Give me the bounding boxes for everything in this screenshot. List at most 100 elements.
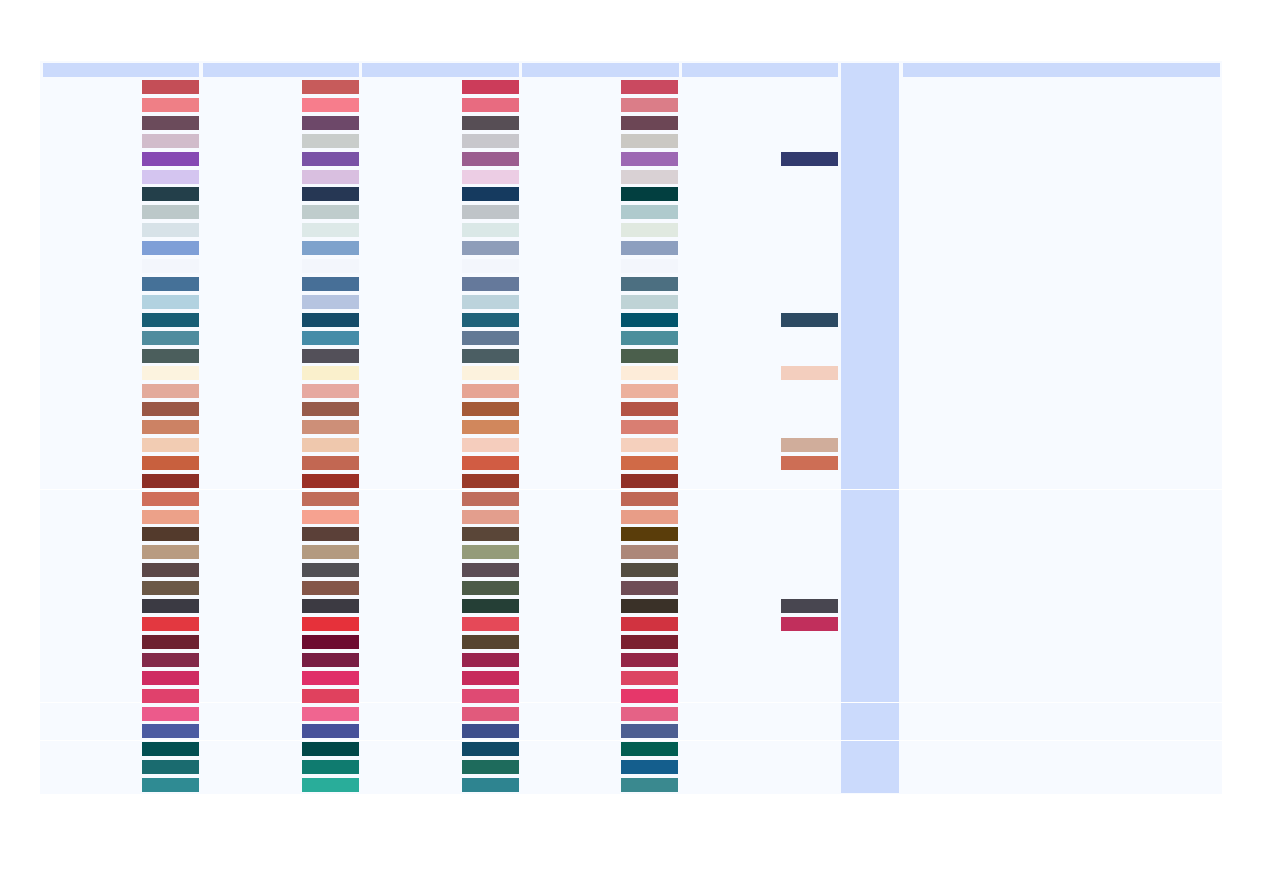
color-swatch[interactable] — [462, 187, 519, 201]
color-swatch[interactable] — [462, 545, 519, 559]
color-swatch[interactable] — [462, 635, 519, 649]
color-swatch[interactable] — [462, 223, 519, 237]
color-swatch[interactable] — [302, 331, 359, 345]
color-swatch[interactable] — [302, 241, 359, 255]
color-swatch[interactable] — [462, 689, 519, 703]
color-swatch[interactable] — [462, 402, 519, 416]
color-swatch[interactable] — [462, 170, 519, 184]
color-swatch[interactable] — [462, 384, 519, 398]
color-swatch[interactable] — [621, 760, 678, 774]
color-swatch[interactable] — [462, 349, 519, 363]
color-swatch[interactable] — [302, 635, 359, 649]
color-swatch[interactable] — [462, 653, 519, 667]
color-swatch[interactable] — [462, 778, 519, 792]
color-swatch[interactable] — [462, 98, 519, 112]
color-swatch[interactable] — [462, 527, 519, 541]
color-swatch[interactable] — [302, 510, 359, 524]
color-swatch[interactable] — [302, 152, 359, 166]
color-swatch[interactable] — [302, 778, 359, 792]
color-swatch[interactable] — [621, 331, 678, 345]
color-swatch[interactable] — [462, 581, 519, 595]
color-swatch[interactable] — [142, 402, 199, 416]
color-swatch[interactable] — [621, 510, 678, 524]
color-swatch[interactable] — [142, 510, 199, 524]
color-swatch[interactable] — [302, 187, 359, 201]
color-swatch[interactable] — [302, 599, 359, 613]
color-swatch[interactable] — [142, 617, 199, 631]
color-swatch[interactable] — [142, 545, 199, 559]
color-swatch[interactable] — [462, 259, 519, 273]
color-swatch[interactable] — [142, 563, 199, 577]
color-swatch[interactable] — [142, 635, 199, 649]
color-swatch[interactable] — [302, 277, 359, 291]
color-swatch[interactable] — [302, 760, 359, 774]
color-swatch[interactable] — [142, 724, 199, 738]
color-swatch[interactable] — [302, 492, 359, 506]
color-swatch[interactable] — [142, 671, 199, 685]
color-swatch[interactable] — [621, 134, 678, 148]
color-swatch[interactable] — [781, 438, 838, 452]
color-swatch[interactable] — [621, 349, 678, 363]
color-swatch[interactable] — [621, 80, 678, 94]
color-swatch[interactable] — [302, 689, 359, 703]
color-swatch[interactable] — [142, 170, 199, 184]
color-swatch[interactable] — [302, 671, 359, 685]
color-swatch[interactable] — [302, 223, 359, 237]
color-swatch[interactable] — [142, 474, 199, 488]
color-swatch[interactable] — [302, 474, 359, 488]
color-swatch[interactable] — [621, 98, 678, 112]
color-swatch[interactable] — [621, 778, 678, 792]
color-swatch[interactable] — [302, 384, 359, 398]
color-swatch[interactable] — [621, 384, 678, 398]
color-swatch[interactable] — [142, 116, 199, 130]
color-swatch[interactable] — [142, 277, 199, 291]
color-swatch[interactable] — [302, 80, 359, 94]
color-swatch[interactable] — [621, 438, 678, 452]
color-swatch[interactable] — [142, 80, 199, 94]
color-swatch[interactable] — [462, 724, 519, 738]
color-swatch[interactable] — [302, 205, 359, 219]
color-swatch[interactable] — [462, 671, 519, 685]
color-swatch[interactable] — [462, 563, 519, 577]
color-swatch[interactable] — [621, 152, 678, 166]
color-swatch[interactable] — [302, 170, 359, 184]
color-swatch[interactable] — [302, 349, 359, 363]
color-swatch[interactable] — [781, 313, 838, 327]
color-swatch[interactable] — [142, 778, 199, 792]
color-swatch[interactable] — [302, 545, 359, 559]
color-swatch[interactable] — [142, 742, 199, 756]
color-swatch[interactable] — [621, 170, 678, 184]
color-swatch[interactable] — [142, 760, 199, 774]
color-swatch[interactable] — [462, 474, 519, 488]
color-swatch[interactable] — [621, 724, 678, 738]
color-swatch[interactable] — [142, 366, 199, 380]
color-swatch[interactable] — [142, 384, 199, 398]
color-swatch[interactable] — [621, 474, 678, 488]
color-swatch[interactable] — [142, 707, 199, 721]
color-swatch[interactable] — [142, 653, 199, 667]
color-swatch[interactable] — [621, 707, 678, 721]
color-swatch[interactable] — [621, 617, 678, 631]
color-swatch[interactable] — [302, 724, 359, 738]
color-swatch[interactable] — [142, 438, 199, 452]
color-swatch[interactable] — [142, 187, 199, 201]
color-swatch[interactable] — [621, 653, 678, 667]
color-swatch[interactable] — [142, 205, 199, 219]
color-swatch[interactable] — [621, 599, 678, 613]
color-swatch[interactable] — [142, 420, 199, 434]
color-swatch[interactable] — [462, 366, 519, 380]
color-swatch[interactable] — [142, 456, 199, 470]
color-swatch[interactable] — [462, 420, 519, 434]
color-swatch[interactable] — [462, 277, 519, 291]
color-swatch[interactable] — [621, 420, 678, 434]
color-swatch[interactable] — [302, 420, 359, 434]
color-swatch[interactable] — [621, 492, 678, 506]
color-swatch[interactable] — [781, 456, 838, 470]
color-swatch[interactable] — [302, 707, 359, 721]
color-swatch[interactable] — [621, 527, 678, 541]
color-swatch[interactable] — [302, 134, 359, 148]
color-swatch[interactable] — [621, 742, 678, 756]
color-swatch[interactable] — [302, 617, 359, 631]
color-swatch[interactable] — [142, 349, 199, 363]
color-swatch[interactable] — [142, 581, 199, 595]
